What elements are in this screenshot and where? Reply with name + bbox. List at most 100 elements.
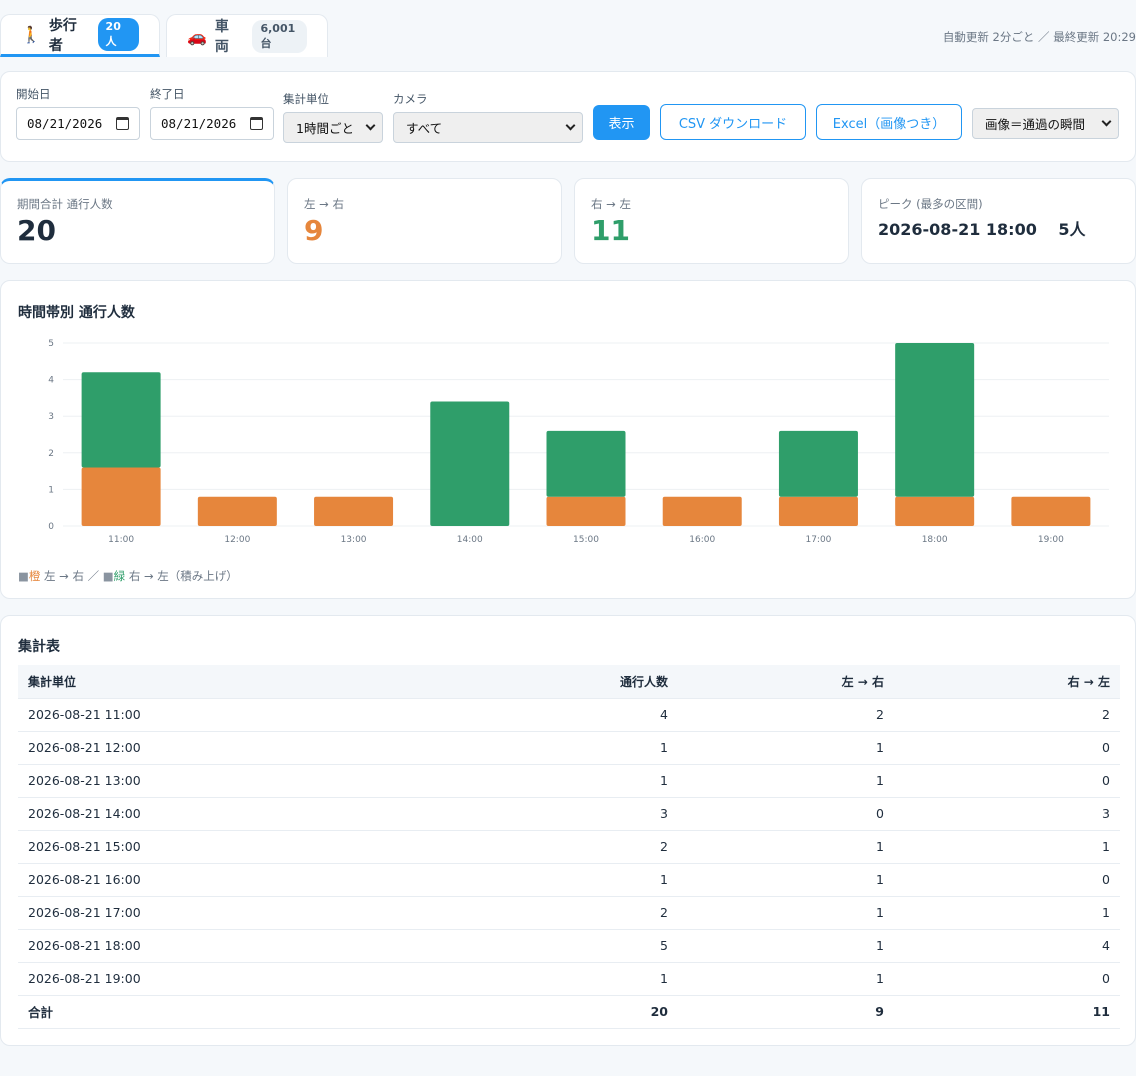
camera-label: カメラ (393, 92, 428, 106)
cell-rtl: 1 (894, 830, 1120, 864)
col-header-count: 通行人数 (513, 665, 678, 699)
calendar-icon[interactable] (116, 117, 129, 130)
end-date-label: 終了日 (150, 87, 185, 101)
bar-rtl (895, 343, 975, 497)
csv-download-button[interactable]: CSV ダウンロード (660, 104, 806, 140)
unit-field: 集計単位 1時間ごと (283, 91, 383, 143)
table-row: 2026-08-21 14:00 3 0 3 (18, 797, 1120, 831)
cell-rtl: 1 (894, 896, 1120, 930)
bar-ltr (1011, 496, 1091, 526)
start-date-label: 開始日 (16, 87, 51, 101)
cell-unit: 2026-08-21 11:00 (18, 698, 513, 732)
y-tick-label: 3 (48, 412, 54, 422)
cell-count: 1 (513, 863, 678, 897)
pedestrian-count-badge: 20人 (97, 18, 139, 51)
x-tick-label: 11:00 (108, 535, 134, 545)
bar-ltr (662, 496, 742, 526)
stat-card-peak: ピーク (最多の区間) 2026-08-21 18:00 5人 (861, 178, 1136, 264)
x-tick-label: 17:00 (805, 535, 831, 545)
table-header-row: 集計単位 通行人数 左 → 右 右 → 左 (18, 665, 1120, 699)
camera-field: カメラ すべて (393, 91, 583, 143)
bar-ltr (81, 467, 161, 526)
cell-count: 2 (513, 896, 678, 930)
image-mode-select[interactable]: 画像＝通過の瞬間 (972, 108, 1119, 139)
legend-rtl-color: 緑 (113, 569, 126, 583)
start-date-input[interactable]: 08/21/2026 (16, 107, 140, 140)
image-mode-value: 画像＝通過の瞬間 (985, 117, 1086, 132)
y-tick-label: 5 (48, 339, 54, 349)
cell-count: 1 (513, 731, 678, 765)
legend-ltr-text: 左 → 右 ／ (40, 569, 103, 583)
tab-pedestrian[interactable]: 🚶 歩行者 20人 (0, 14, 160, 57)
excel-download-button[interactable]: Excel（画像つき） (816, 104, 962, 140)
calendar-icon[interactable] (250, 117, 263, 130)
rtl-value: 11 (591, 214, 630, 247)
unit-select[interactable]: 1時間ごと (283, 112, 383, 143)
col-header-rtl: 右 → 左 (894, 665, 1120, 699)
stat-card-total: 期間合計 通行人数 20 (0, 178, 275, 264)
end-date-value: 08/21/2026 (161, 116, 237, 131)
col-header-ltr: 左 → 右 (678, 665, 894, 699)
x-tick-label: 12:00 (224, 535, 250, 545)
table-total-row: 合計 20 9 11 (18, 995, 1120, 1029)
peak-label: ピーク (最多の区間) (878, 197, 983, 211)
vehicle-count-badge: 6,001台 (252, 19, 307, 53)
total-cell-count: 20 (513, 995, 678, 1029)
total-label: 期間合計 通行人数 (17, 197, 113, 211)
total-cell-unit: 合計 (18, 995, 513, 1029)
cell-rtl: 0 (894, 962, 1120, 996)
cell-count: 1 (513, 962, 678, 996)
ltr-label: 左 → 右 (304, 197, 344, 211)
show-button[interactable]: 表示 (593, 105, 650, 140)
bar-rtl (778, 430, 858, 497)
car-icon: 🚗 (187, 26, 207, 46)
tab-vehicle[interactable]: 🚗 車両 6,001台 (166, 14, 328, 57)
total-cell-ltr: 9 (678, 995, 894, 1029)
chevron-down-icon (565, 120, 576, 131)
unit-label: 集計単位 (283, 92, 329, 106)
chevron-down-icon (1101, 116, 1112, 127)
cell-rtl: 4 (894, 929, 1120, 963)
mode-tabs: 🚶 歩行者 20人 🚗 車両 6,001台 (0, 14, 328, 57)
hourly-bar-chart: 0 1 2 3 4 5 11:00 12:00 13:00 14:00 15:00 16:00 17:0… (48, 339, 1109, 545)
rtl-label: 右 → 左 (591, 197, 631, 211)
cell-rtl: 3 (894, 797, 1120, 831)
y-tick-label: 1 (48, 485, 54, 495)
table-panel: 集計表 集計単位 通行人数 左 → 右 右 → 左 2026-08-21 11:… (0, 615, 1136, 1046)
unit-select-value: 1時間ごと (296, 121, 354, 136)
legend-ltr-swatch: ■ (18, 569, 29, 583)
cell-rtl: 0 (894, 863, 1120, 897)
legend-rtl-text: 右 → 左（積み上げ） (125, 569, 238, 583)
tab-pedestrian-label: 歩行者 (48, 17, 77, 54)
cell-count: 4 (513, 698, 678, 732)
start-date-field: 開始日 08/21/2026 (16, 86, 140, 140)
summary-table: 集計単位 通行人数 左 → 右 右 → 左 2026-08-21 11:00 4 2… (18, 665, 1120, 1029)
bar-ltr (314, 496, 394, 526)
bar-ltr (546, 496, 626, 526)
chevron-down-icon (365, 120, 376, 131)
cell-unit: 2026-08-21 19:00 (18, 962, 513, 996)
cell-count: 1 (513, 764, 678, 798)
cell-rtl: 0 (894, 731, 1120, 765)
x-tick-label: 16:00 (689, 535, 715, 545)
table-row: 2026-08-21 17:00 2 1 1 (18, 896, 1120, 930)
end-date-input[interactable]: 08/21/2026 (150, 107, 274, 140)
x-tick-label: 18:00 (922, 535, 948, 545)
bar-rtl (81, 372, 161, 468)
y-tick-label: 0 (48, 522, 54, 532)
cell-count: 2 (513, 830, 678, 864)
cell-count: 3 (513, 797, 678, 831)
update-info: 自動更新 2分ごと ／ 最終更新 20:29 (942, 30, 1136, 44)
y-tick-label: 4 (48, 376, 54, 386)
legend-rtl-swatch: ■ (102, 569, 114, 583)
legend-ltr-color: 橙 (28, 569, 41, 583)
cell-unit: 2026-08-21 12:00 (18, 731, 513, 765)
total-cell-rtl: 11 (894, 995, 1120, 1029)
table-row: 2026-08-21 15:00 2 1 1 (18, 830, 1120, 864)
cell-ltr: 1 (678, 962, 894, 996)
bar-rtl (546, 430, 626, 497)
table-row: 2026-08-21 18:00 5 1 4 (18, 929, 1120, 963)
x-tick-label: 15:00 (573, 535, 599, 545)
camera-select[interactable]: すべて (393, 112, 583, 143)
cell-ltr: 1 (678, 896, 894, 930)
